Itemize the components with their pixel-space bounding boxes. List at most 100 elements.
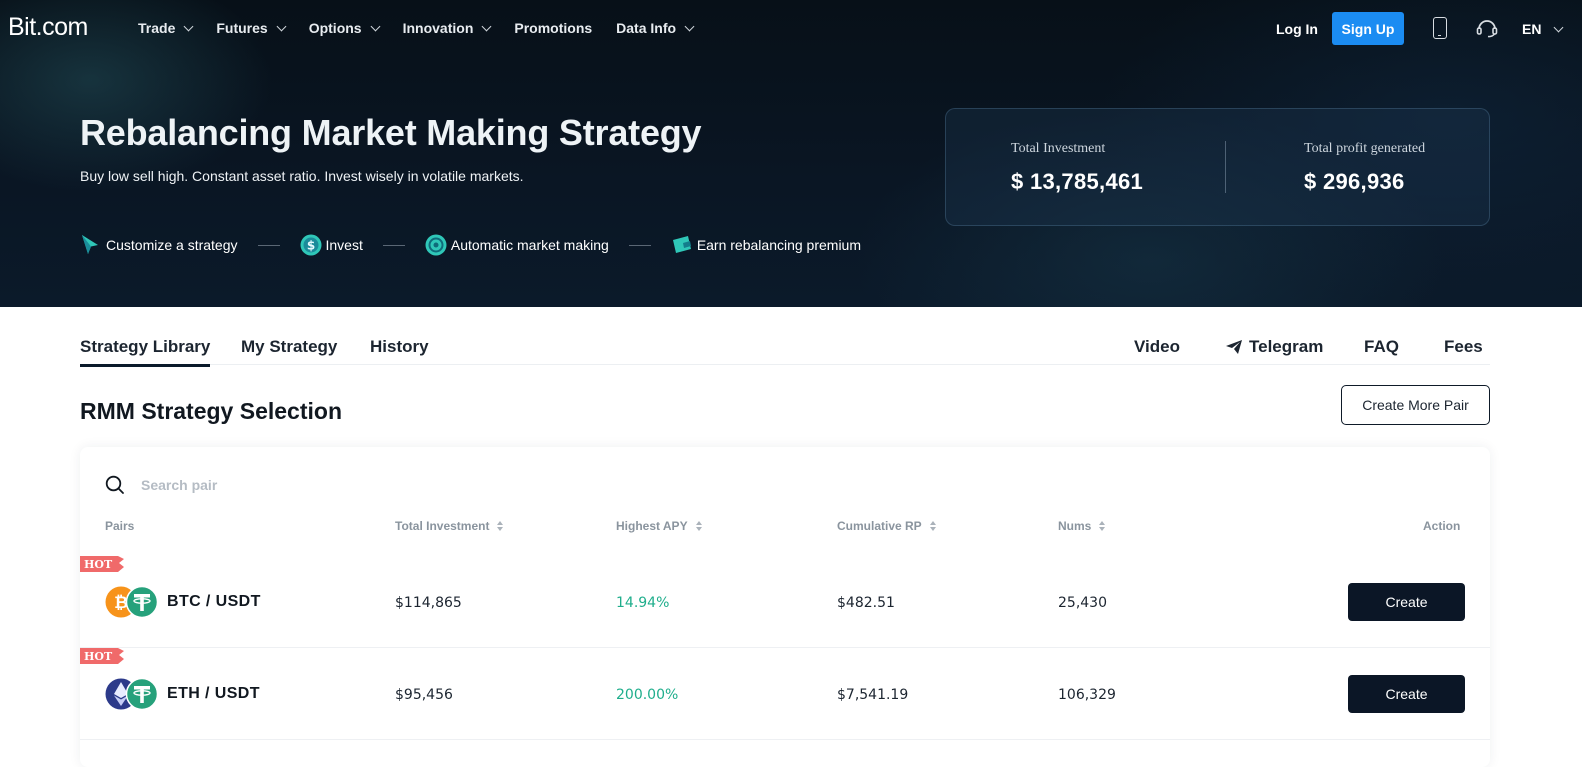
tab-my-strategy[interactable]: My Strategy bbox=[241, 337, 338, 356]
nav-item-label: Futures bbox=[216, 20, 268, 36]
search-bar bbox=[105, 473, 505, 497]
step-invest: $ Invest bbox=[300, 234, 363, 256]
search-icon bbox=[105, 475, 124, 494]
column-label: Cumulative RP bbox=[837, 519, 922, 533]
column-header-cumulative-rp[interactable]: Cumulative RP bbox=[837, 519, 936, 533]
strategy-steps: Customize a strategy $ Invest Automatic … bbox=[80, 234, 861, 256]
step-market-making: Automatic market making bbox=[425, 234, 609, 256]
step-divider bbox=[257, 244, 280, 246]
sort-icon bbox=[695, 521, 702, 531]
hot-badge: HOT bbox=[80, 648, 124, 664]
stat-total-investment: Total Investment $ 13,785,461 bbox=[1011, 141, 1143, 195]
telegram-label: Telegram bbox=[1249, 337, 1324, 356]
pair-icons bbox=[105, 678, 159, 710]
stat-label: Total Investment bbox=[1011, 141, 1106, 156]
logo[interactable]: Bit.com bbox=[8, 13, 88, 41]
chevron-down-icon bbox=[684, 21, 695, 31]
tether-icon bbox=[125, 678, 159, 710]
sort-icon bbox=[929, 521, 936, 531]
nav-item-options[interactable]: Options bbox=[308, 20, 381, 36]
nav-item-promotions[interactable]: Promotions bbox=[514, 20, 592, 36]
step-divider bbox=[628, 244, 651, 246]
signup-button[interactable]: Sign Up bbox=[1332, 12, 1404, 45]
cursor-icon bbox=[82, 235, 98, 254]
cumulative-rp-value: $7,541.19 bbox=[837, 687, 909, 703]
sort-icon bbox=[1099, 521, 1106, 531]
nav-menu: Trade Futures Options Innovation Promoti… bbox=[138, 20, 717, 36]
cycle-icon bbox=[425, 234, 447, 256]
nav-item-trade[interactable]: Trade bbox=[138, 20, 194, 36]
column-header-nums[interactable]: Nums bbox=[1058, 519, 1106, 533]
top-nav: Bit.com Trade Futures Options Innovation… bbox=[0, 0, 1582, 58]
column-label: Pairs bbox=[105, 519, 135, 533]
language-selector[interactable]: EN bbox=[1522, 21, 1564, 37]
column-header-action: Action bbox=[1423, 519, 1460, 533]
chevron-down-icon bbox=[481, 21, 492, 31]
highest-apy-value: 14.94% bbox=[616, 595, 670, 611]
telegram-link[interactable]: Telegram bbox=[1225, 337, 1323, 357]
svg-text:$: $ bbox=[306, 239, 314, 253]
strategy-tabs: Strategy Library My Strategy History Vid… bbox=[80, 327, 1490, 367]
column-label: Highest APY bbox=[616, 519, 688, 533]
chevron-down-icon bbox=[276, 21, 287, 31]
language-label: EN bbox=[1522, 21, 1542, 37]
nav-item-futures[interactable]: Futures bbox=[216, 20, 287, 36]
strategy-table: Pairs Total Investment Highest APY Cumul… bbox=[80, 447, 1490, 767]
headset-icon[interactable] bbox=[1476, 18, 1498, 38]
cumulative-rp-value: $482.51 bbox=[837, 595, 895, 611]
step-customize: Customize a strategy bbox=[80, 234, 238, 256]
pair-name: BTC / USDT bbox=[167, 593, 261, 610]
stat-value: $ 13,785,461 bbox=[1011, 169, 1144, 194]
column-label: Nums bbox=[1058, 519, 1092, 533]
hot-badge: HOT bbox=[80, 556, 124, 572]
table-row: HOT ETH / USDT $95,456 200.00% $7,541.19… bbox=[80, 648, 1490, 740]
step-label: Automatic market making bbox=[450, 237, 609, 253]
nav-item-label: Options bbox=[308, 20, 362, 36]
video-link[interactable]: Video bbox=[1134, 337, 1180, 356]
nav-item-innovation[interactable]: Innovation bbox=[402, 20, 492, 36]
step-earn-premium: Earn rebalancing premium bbox=[671, 234, 861, 256]
login-link[interactable]: Log In bbox=[1276, 21, 1318, 37]
create-more-pair-button[interactable]: Create More Pair bbox=[1341, 385, 1490, 425]
column-label: Total Investment bbox=[395, 519, 490, 533]
nav-item-label: Promotions bbox=[514, 20, 593, 36]
table-row: HOT ₿ BTC / USDT $114,865 14.94% $482.51… bbox=[80, 556, 1490, 648]
nav-item-label: Data Info bbox=[616, 20, 677, 36]
create-button[interactable]: Create bbox=[1348, 583, 1465, 621]
faq-link[interactable]: FAQ bbox=[1364, 337, 1399, 356]
tab-strategy-library[interactable]: Strategy Library bbox=[80, 337, 211, 367]
section-title: RMM Strategy Selection bbox=[80, 398, 342, 424]
highest-apy-value: 200.00% bbox=[616, 687, 679, 703]
dollar-coin-icon: $ bbox=[300, 234, 321, 256]
chevron-down-icon bbox=[370, 21, 381, 31]
wallet-icon bbox=[672, 236, 691, 253]
step-label: Earn rebalancing premium bbox=[696, 237, 862, 253]
nav-item-data-info[interactable]: Data Info bbox=[616, 20, 695, 36]
chevron-down-icon bbox=[183, 21, 194, 31]
telegram-icon bbox=[1226, 340, 1242, 354]
nav-item-label: Trade bbox=[138, 20, 176, 36]
step-label: Customize a strategy bbox=[106, 237, 238, 253]
fees-link[interactable]: Fees bbox=[1444, 337, 1483, 356]
svg-text:HOT: HOT bbox=[84, 650, 113, 663]
tab-history[interactable]: History bbox=[370, 337, 429, 356]
stat-label: Total profit generated bbox=[1304, 141, 1426, 156]
hero-banner: Bit.com Trade Futures Options Innovation… bbox=[0, 0, 1582, 307]
sort-icon bbox=[497, 521, 504, 531]
column-header-total-investment[interactable]: Total Investment bbox=[395, 519, 504, 533]
column-label: Action bbox=[1423, 519, 1461, 533]
column-header-highest-apy[interactable]: Highest APY bbox=[616, 519, 702, 533]
hero-title: Rebalancing Market Making Strategy bbox=[80, 112, 702, 153]
hero-subtitle: Buy low sell high. Constant asset ratio.… bbox=[80, 168, 524, 184]
nav-item-label: Innovation bbox=[402, 20, 474, 36]
stat-value: $ 296,936 bbox=[1304, 169, 1405, 194]
stat-divider bbox=[1225, 141, 1226, 193]
step-divider bbox=[382, 244, 405, 246]
svg-text:₿: ₿ bbox=[114, 593, 128, 613]
phone-icon[interactable] bbox=[1433, 17, 1447, 39]
pair-name: ETH / USDT bbox=[167, 685, 260, 702]
pair-icons: ₿ bbox=[105, 586, 159, 618]
step-label: Invest bbox=[325, 237, 363, 253]
create-button[interactable]: Create bbox=[1348, 675, 1465, 713]
search-input[interactable] bbox=[141, 477, 441, 493]
